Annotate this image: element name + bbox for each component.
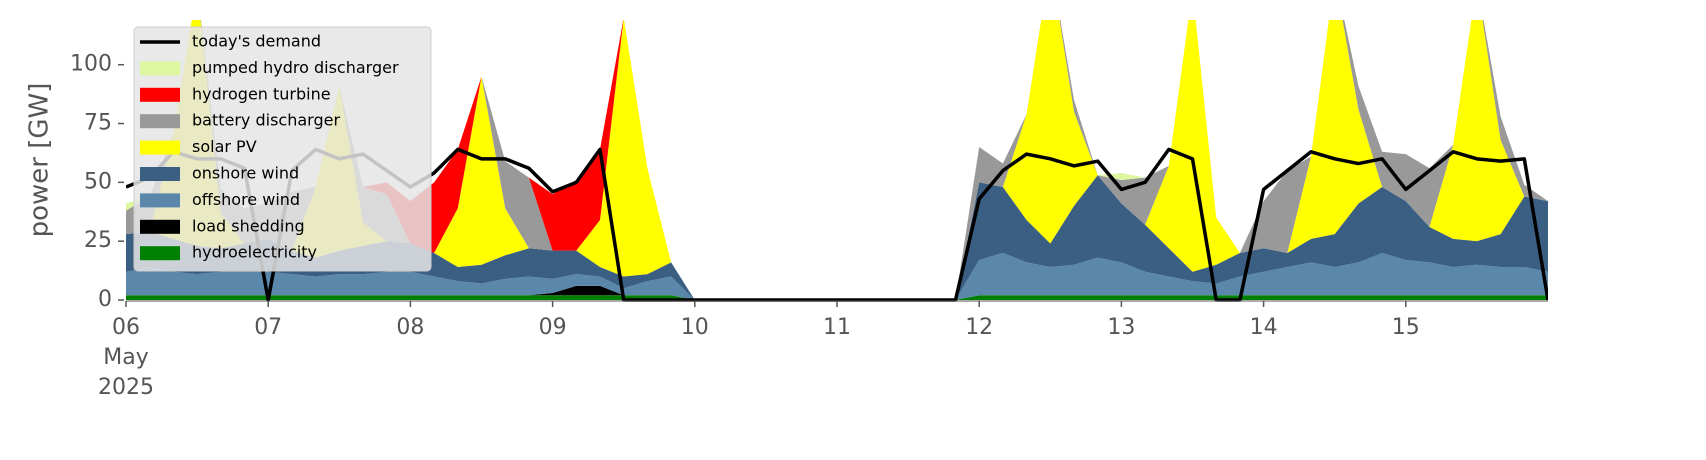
legend-label: today's demand	[192, 32, 321, 51]
legend-label: onshore wind	[192, 164, 299, 183]
legend-swatch	[140, 87, 180, 102]
x-tick-label: 14	[1250, 315, 1278, 340]
legend-swatch	[140, 140, 180, 155]
y-tick-label: 100	[70, 52, 112, 77]
y-tick-label: 50	[84, 169, 112, 194]
legend-label: offshore wind	[192, 190, 300, 209]
legend-swatch	[140, 193, 180, 208]
area	[126, 175, 1548, 300]
x-tick-label: 11	[823, 315, 851, 340]
y-tick-label: 25	[84, 228, 112, 253]
legend-label: load shedding	[192, 216, 305, 235]
x-tick-label: 12	[965, 315, 993, 340]
area	[126, 295, 1548, 300]
y-tick-label: 75	[84, 111, 112, 136]
area	[126, 252, 1548, 300]
legend-label: battery discharger	[192, 111, 340, 130]
legend-swatch	[140, 114, 180, 129]
y-axis-label: power [GW]	[25, 83, 55, 238]
x-tick-label: 07	[254, 315, 282, 340]
legend-label: hydroelectricity	[192, 243, 317, 262]
x-tick-label: 09	[539, 315, 567, 340]
legend-label: hydrogen turbine	[192, 84, 331, 103]
legend-label: solar PV	[192, 137, 257, 156]
x-tick-label: 06 May 2025	[98, 315, 154, 400]
plot-area	[126, 20, 1548, 302]
x-tick-label: 13	[1107, 315, 1135, 340]
y-tick-label: 0	[98, 287, 112, 312]
legend-swatch	[140, 167, 180, 181]
x-tick-label: 15	[1392, 315, 1420, 340]
area	[126, 20, 1548, 300]
legend-swatch	[140, 61, 180, 76]
legend-box	[133, 26, 432, 272]
x-tick-label: 10	[681, 315, 709, 340]
legend: today's demand pumped hydro discharger hyd…	[133, 26, 432, 272]
legend-label: pumped hydro discharger	[192, 58, 399, 77]
x-tick-label: 08	[396, 315, 424, 340]
legend-swatch	[140, 246, 180, 261]
legend-swatch	[140, 219, 180, 234]
